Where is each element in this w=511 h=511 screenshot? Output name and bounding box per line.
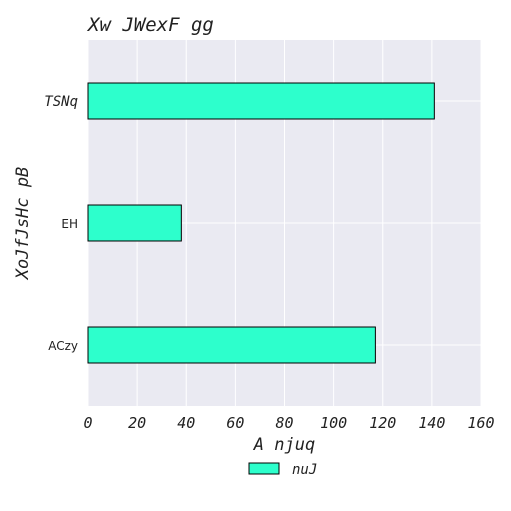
y-tick-label: TSNq [44,94,78,110]
x-tick-label: 80 [275,414,293,432]
x-tick-label: 160 [467,414,494,432]
x-tick-label: 100 [320,414,347,432]
x-tick-label: 0 [83,414,92,432]
chart-title: Xw JWexF gg [86,14,214,36]
y-axis-label: XoJfJsHc pB [13,167,33,282]
bar-TSNq [87,82,435,120]
x-axis-label: A njuq [253,435,315,455]
legend-label: nuJ [292,462,317,478]
y-tick-labels: TSNq EH ACzy [44,94,78,353]
bar-ACzy [87,326,376,364]
legend-swatch [248,462,280,475]
x-tick-label: 20 [128,414,146,432]
legend: nuJ [248,462,317,478]
y-tick-label: ACzy [48,339,78,353]
x-tick-labels: 0 20 40 60 80 100 120 140 160 [83,414,494,432]
x-tick-label: 40 [177,414,195,432]
bar-EH [87,204,182,242]
x-tick-label: 60 [226,414,244,432]
y-tick-label: EH [61,217,78,231]
x-tick-label: 140 [418,414,445,432]
x-tick-label: 120 [369,414,396,432]
bars [87,82,435,364]
